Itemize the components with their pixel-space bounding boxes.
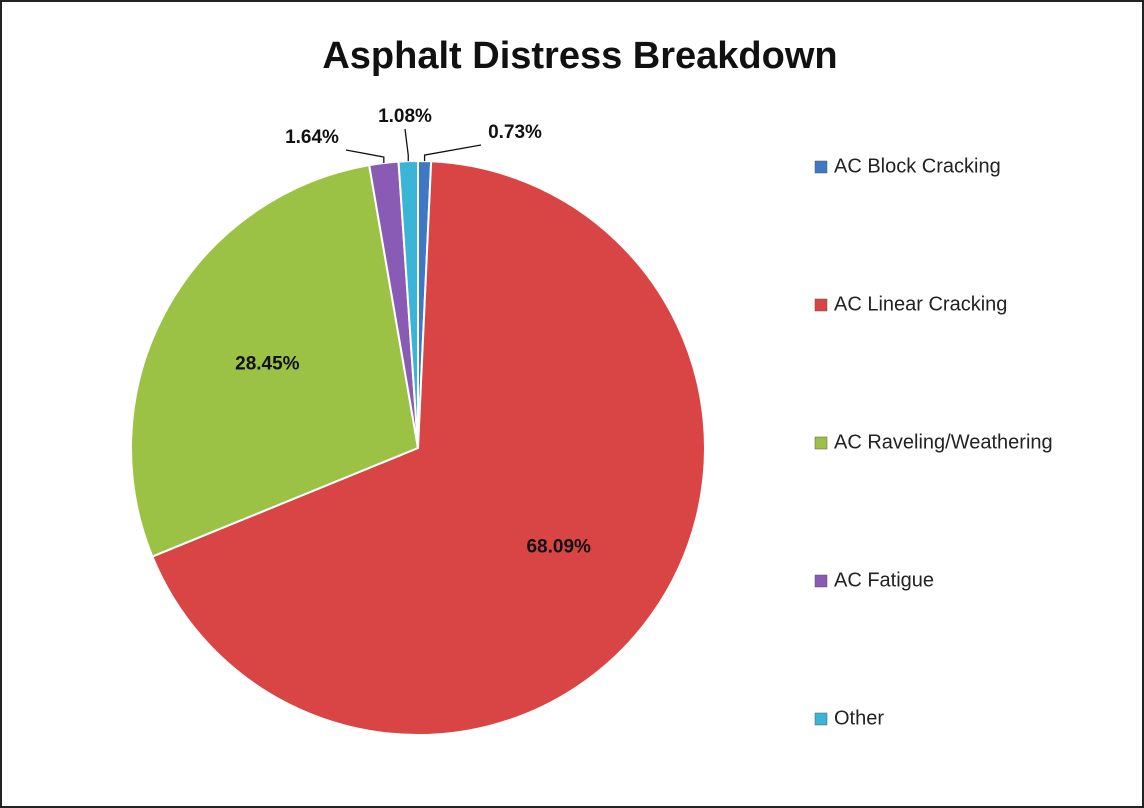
data-label: 0.73% — [488, 122, 542, 143]
leader-line — [345, 149, 385, 164]
legend-label: Other — [834, 707, 884, 729]
legend-label: AC Linear Cracking — [834, 293, 1007, 315]
pie-slice — [397, 159, 419, 449]
leader-line — [404, 128, 409, 162]
data-label: 1.64% — [285, 127, 339, 148]
legend-swatch — [814, 574, 828, 588]
leader-line — [423, 144, 482, 162]
legend-swatch — [814, 298, 828, 312]
pie-slice — [151, 160, 706, 736]
legend-label: AC Raveling/Weathering — [834, 431, 1053, 453]
legend-swatch — [814, 712, 828, 726]
legend-swatch — [814, 436, 828, 450]
data-label: 28.45% — [235, 354, 300, 375]
legend-label: AC Block Cracking — [834, 155, 1001, 177]
legend-swatch — [814, 160, 828, 174]
data-label: 1.08% — [378, 106, 432, 127]
chart-title: Asphalt Distress Breakdown — [322, 35, 837, 77]
data-label: 68.09% — [526, 536, 591, 557]
pie-slice — [130, 164, 420, 558]
legend-label: AC Fatigue — [834, 569, 934, 591]
